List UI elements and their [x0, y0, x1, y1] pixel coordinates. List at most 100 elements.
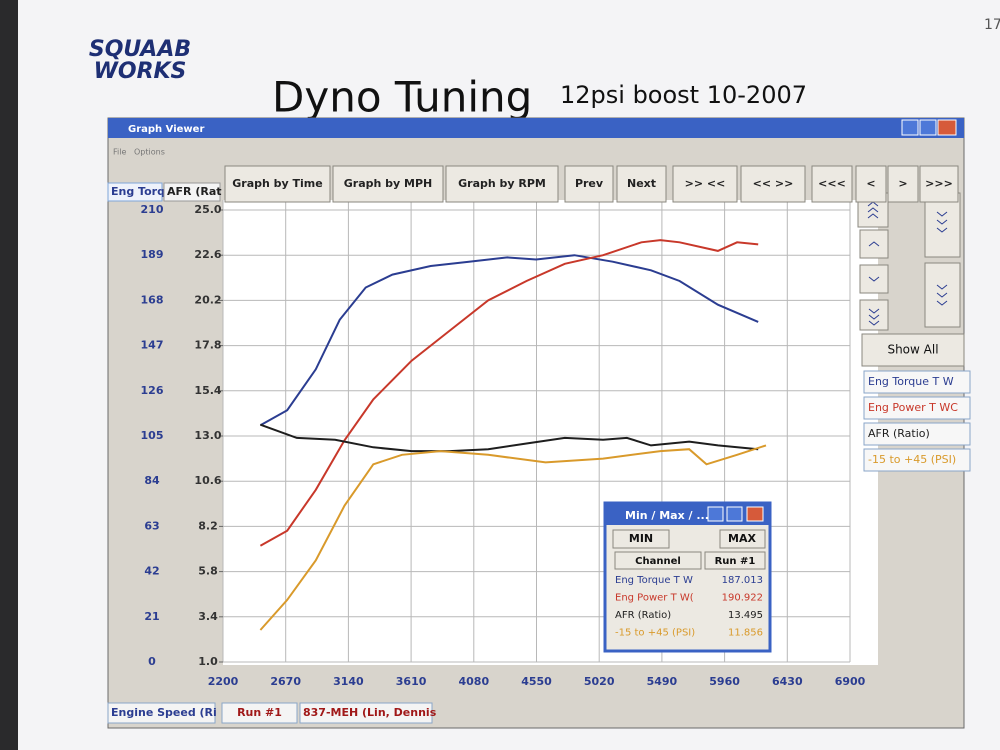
toolbar-button-label[interactable]: Graph by Time — [232, 177, 322, 190]
status-box — [221, 702, 298, 724]
channel-value: 11.856 — [728, 628, 763, 639]
max-button[interactable] — [719, 529, 766, 549]
toolbar-button-label[interactable]: Next — [627, 177, 656, 190]
legend-box[interactable] — [863, 448, 971, 472]
minimize-button[interactable] — [901, 119, 919, 136]
chevron-icon — [868, 308, 880, 326]
x-tick-label: 5490 — [647, 675, 678, 688]
chevron-icon — [936, 211, 948, 233]
show-all-button[interactable] — [861, 333, 965, 367]
x-tick-label: 6430 — [772, 675, 803, 688]
toolbar-button[interactable] — [564, 165, 614, 203]
status-text: Engine Speed (Ri — [111, 706, 217, 719]
status-box — [107, 702, 216, 724]
min-label[interactable]: MIN — [629, 532, 653, 545]
toolbar-button-label[interactable]: Graph by RPM — [458, 177, 546, 190]
scroll-button[interactable] — [924, 192, 961, 258]
toolbar-button[interactable] — [445, 165, 559, 203]
y2-tick-label: 8.2 — [198, 519, 218, 532]
legend-box[interactable] — [863, 370, 971, 394]
min-button[interactable] — [612, 529, 670, 549]
y2-tick-label: 17.8 — [194, 339, 221, 352]
toolbar-button-label[interactable]: Graph by MPH — [344, 177, 433, 190]
toolbar-button-label[interactable]: >>> — [925, 177, 953, 190]
title-bar — [108, 118, 964, 138]
toolbar-button-label[interactable]: Prev — [575, 177, 604, 190]
series-line — [259, 444, 767, 631]
legend-box[interactable] — [863, 396, 971, 420]
y-tick-label: 84 — [144, 474, 160, 487]
x-tick-label: 5020 — [584, 675, 615, 688]
popup-close[interactable] — [746, 506, 764, 522]
toolbar-button[interactable] — [887, 165, 919, 203]
y2-tick-label: 15.4 — [194, 384, 221, 397]
status-bar: Engine Speed (Ri Run #1 837-MEH (Lin, Denn… — [107, 702, 437, 724]
legend-box[interactable] — [863, 422, 971, 446]
toolbar-button-label[interactable]: << >> — [753, 177, 794, 190]
channel-value: 187.013 — [722, 575, 763, 586]
toolbar-button-label[interactable]: <<< — [818, 177, 846, 190]
y2-tick-label: 1.0 — [198, 655, 218, 668]
popup-maximize[interactable] — [726, 506, 743, 522]
legend-label[interactable]: -15 to +45 (PSI) — [868, 453, 956, 466]
scroll-button[interactable] — [924, 262, 961, 328]
scroll-button[interactable] — [859, 299, 889, 331]
menu-item[interactable]: Options — [134, 148, 165, 157]
menu-item[interactable]: File — [113, 148, 126, 157]
maximize-button[interactable] — [919, 119, 937, 136]
window-title: Graph Viewer — [128, 124, 204, 135]
column-header: Eng Torq — [111, 185, 165, 198]
y2-tick-label: 13.0 — [194, 429, 221, 442]
toolbar-button-label[interactable]: >> << — [685, 177, 726, 190]
y-tick-label: 189 — [141, 248, 164, 261]
close-button[interactable] — [937, 119, 957, 136]
popup-minimize[interactable] — [707, 506, 724, 522]
y-tick-label: 168 — [141, 293, 164, 306]
x-tick-label: 2200 — [208, 675, 239, 688]
toolbar-button-label[interactable]: < — [866, 177, 875, 190]
series-line — [259, 239, 759, 547]
toolbar-button[interactable] — [332, 165, 444, 203]
toolbar-button[interactable] — [740, 165, 806, 203]
max-label[interactable]: MAX — [728, 532, 756, 545]
show-all-label[interactable]: Show All — [887, 343, 938, 357]
y-tick-label: 0 — [148, 655, 156, 668]
column-header-box — [614, 551, 702, 570]
x-tick-label: 2670 — [270, 675, 301, 688]
lines — [259, 239, 767, 631]
channel-value: 13.495 — [728, 610, 763, 621]
legend-label[interactable]: Eng Power T WC — [868, 401, 958, 414]
channel-name: AFR (Ratio) — [615, 610, 671, 621]
toolbar-button[interactable] — [616, 165, 667, 203]
y-tick-label: 21 — [144, 610, 159, 623]
chevron-icon — [868, 276, 880, 282]
x-tick-label: 5960 — [709, 675, 740, 688]
paper-edge — [0, 0, 18, 750]
channel-name: -15 to +45 (PSI) — [615, 628, 695, 639]
column-header-box — [163, 182, 221, 202]
x-tick-label: 4550 — [521, 675, 552, 688]
toolbar-button[interactable] — [811, 165, 853, 203]
toolbar-button[interactable] — [919, 165, 959, 203]
popup-frame — [603, 501, 772, 653]
column-header: AFR (Rat — [167, 185, 222, 198]
page-number: 17 — [984, 17, 1000, 33]
legend-label[interactable]: AFR (Ratio) — [868, 427, 930, 440]
page-title: Dyno Tuning — [272, 73, 532, 122]
toolbar-button-label[interactable]: > — [898, 177, 907, 190]
scroll-buttons — [857, 192, 961, 331]
toolbar-button[interactable] — [224, 165, 331, 203]
logo: SQUAAB — [89, 37, 191, 62]
minmax-popup: Min / Max / ... MIN MAX Channel Run #1 E… — [603, 501, 772, 653]
scroll-button[interactable] — [859, 264, 889, 294]
legend-label[interactable]: Eng Torque T W — [868, 375, 954, 388]
toolbar-button[interactable] — [855, 165, 887, 203]
y-tick-label: 147 — [141, 339, 164, 352]
scroll-button[interactable] — [859, 229, 889, 259]
column-header-box — [704, 551, 766, 570]
channel-name: Eng Torque T W — [615, 575, 693, 586]
y-tick-label: 42 — [144, 565, 159, 578]
x-tick-label: 3140 — [333, 675, 364, 688]
toolbar-button[interactable] — [672, 165, 738, 203]
